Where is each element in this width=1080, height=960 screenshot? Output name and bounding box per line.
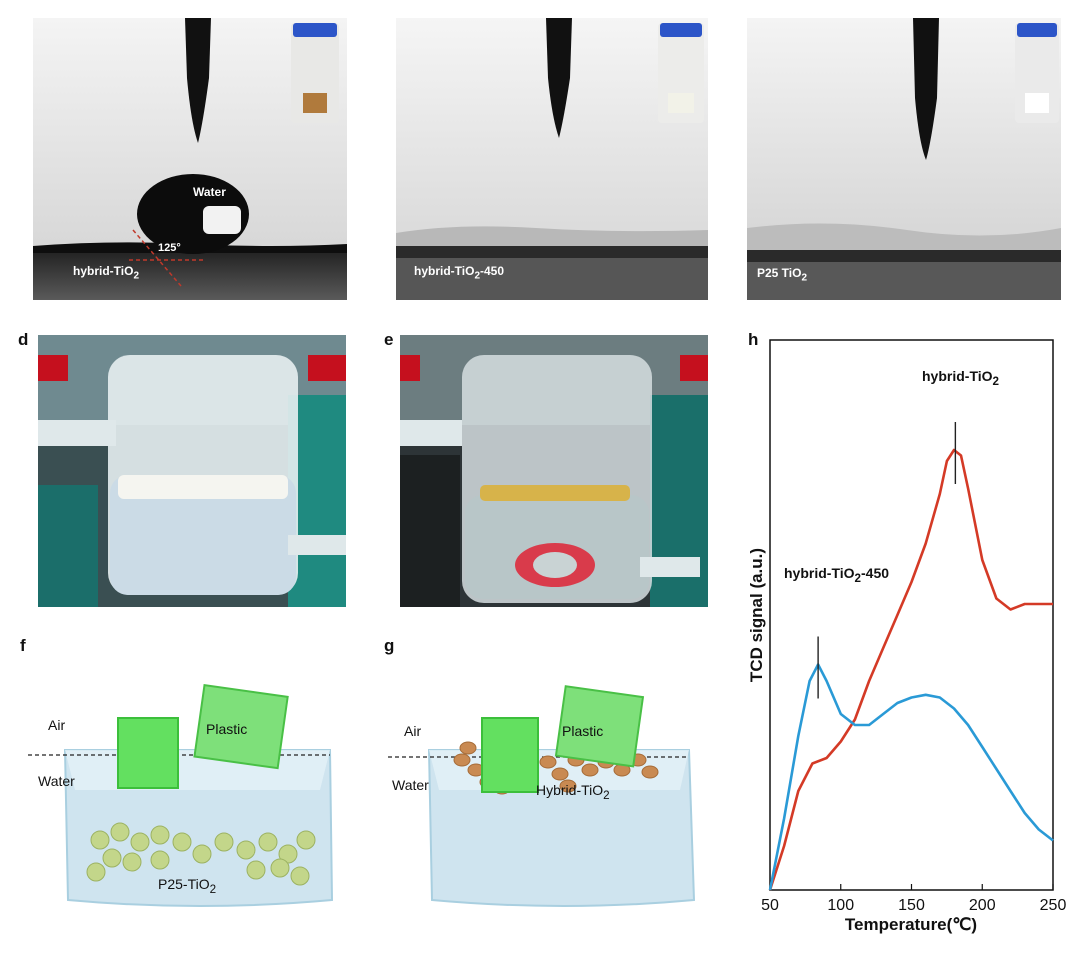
tcd-chart: 50 100 150 200 250 Temperature(℃) TCD signal… — [747, 339, 1066, 934]
x-axis-label: Temperature(℃) — [845, 915, 977, 934]
air-label-f: Air — [48, 717, 65, 733]
contact-angle-photo-a: Water 125° hybrid-TiO2 — [33, 18, 347, 300]
panel-label-h: h — [748, 330, 759, 349]
series-label-blue: hybrid-TiO2-450 — [784, 565, 890, 585]
drop-label: Water — [193, 185, 226, 199]
plastic-label-g: Plastic — [562, 723, 603, 739]
series-label-red: hybrid-TiO2 — [922, 368, 1000, 388]
panel-label-f: f — [20, 636, 26, 655]
sample-label-a: hybrid-TiO2 — [73, 264, 140, 282]
plastic-label-f: Plastic — [206, 721, 247, 737]
air-label-g: Air — [404, 723, 421, 739]
reactor-photo-d — [38, 335, 346, 607]
series-line-0 — [768, 448, 1053, 891]
x-tick-label: 200 — [969, 897, 996, 914]
plot-frame — [769, 339, 1054, 891]
panel-label-g: g — [384, 636, 395, 655]
particles-label-f: P25-TiO2 — [158, 876, 217, 896]
water-label-g: Water — [392, 777, 429, 793]
x-tick-label: 150 — [898, 897, 925, 914]
y-axis-label: TCD signal (a.u.) — [747, 548, 766, 682]
series-line-1 — [768, 663, 1054, 891]
contact-angle-value: 125° — [158, 242, 181, 254]
contact-angle-photo-b: hybrid-TiO2-450 — [396, 18, 708, 300]
series-layer — [768, 448, 1054, 891]
panel-label-d: d — [18, 330, 29, 349]
annotation-layer — [817, 422, 957, 699]
panel-label-e: e — [384, 330, 394, 349]
contact-angle-photo-c: P25 TiO2 — [747, 18, 1061, 300]
sample-label-b: hybrid-TiO2-450 — [414, 264, 505, 282]
water-label-f: Water — [38, 773, 75, 789]
schematic-g: Air Water Plastic Hybrid-TiO2 — [384, 650, 714, 930]
x-axis-ticks: 50 100 150 200 250 — [761, 884, 1066, 914]
schematic-f: Air Water Plastic P25-TiO2 — [20, 650, 350, 930]
sample-label-c: P25 TiO2 — [757, 266, 808, 284]
particles-label-g: Hybrid-TiO2 — [536, 782, 610, 802]
x-tick-label: 100 — [827, 897, 854, 914]
x-tick-label: 250 — [1040, 897, 1067, 914]
reactor-photo-e — [400, 335, 708, 607]
x-tick-label: 50 — [761, 897, 779, 914]
